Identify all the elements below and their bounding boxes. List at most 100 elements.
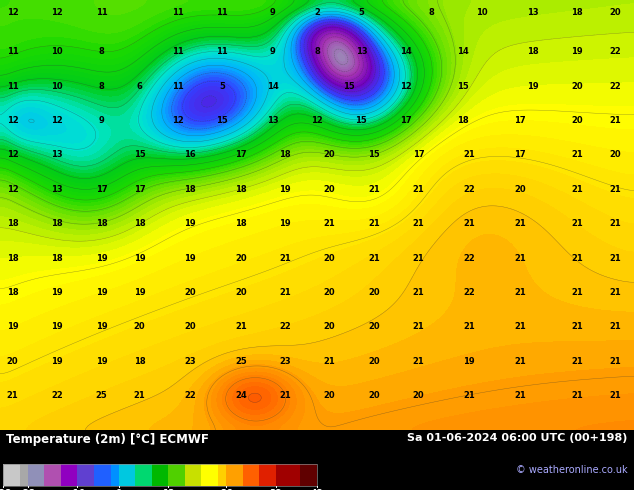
Bar [44, 464, 61, 487]
Text: 18: 18 [7, 288, 18, 297]
Text: 21: 21 [514, 357, 526, 366]
Text: 14: 14 [267, 81, 278, 91]
Text: 11: 11 [172, 8, 183, 18]
Text: 48: 48 [311, 489, 323, 490]
Text: 21: 21 [609, 185, 621, 194]
Text: 8: 8 [98, 47, 105, 56]
Text: 17: 17 [235, 150, 247, 159]
Bar [61, 464, 77, 487]
Bar [243, 464, 259, 487]
Text: 21: 21 [463, 219, 475, 228]
Bar [276, 464, 301, 487]
Bar [152, 464, 169, 487]
Text: 22: 22 [463, 185, 475, 194]
Text: 21: 21 [571, 254, 583, 263]
Text: 22: 22 [463, 288, 475, 297]
Text: 15: 15 [216, 116, 228, 125]
Text: 12: 12 [51, 116, 63, 125]
Bar [119, 464, 135, 487]
Text: 19: 19 [96, 357, 107, 366]
Text: -10: -10 [70, 489, 86, 490]
Text: 13: 13 [51, 150, 63, 159]
Text: 12: 12 [7, 150, 18, 159]
Text: 24: 24 [235, 392, 247, 400]
Text: 21: 21 [235, 322, 247, 331]
Text: 21: 21 [324, 357, 335, 366]
Bar [218, 464, 226, 487]
Text: 18: 18 [7, 219, 18, 228]
Text: 11: 11 [216, 8, 228, 18]
Text: 13: 13 [51, 185, 63, 194]
Text: 11: 11 [7, 81, 18, 91]
Text: 21: 21 [609, 254, 621, 263]
Text: 15: 15 [457, 81, 469, 91]
Text: 9: 9 [269, 47, 276, 56]
Text: 9: 9 [269, 8, 276, 18]
Text: 21: 21 [609, 357, 621, 366]
Text: 9: 9 [98, 116, 105, 125]
Text: 18: 18 [51, 254, 63, 263]
Text: 21: 21 [280, 288, 291, 297]
Text: 21: 21 [413, 322, 424, 331]
Text: 18: 18 [184, 185, 196, 194]
Text: 25: 25 [96, 392, 107, 400]
Text: 12: 12 [162, 489, 174, 490]
Bar [3, 464, 317, 487]
Text: 21: 21 [324, 219, 335, 228]
Text: 21: 21 [413, 288, 424, 297]
Bar [185, 464, 202, 487]
Text: 19: 19 [571, 47, 583, 56]
Text: 19: 19 [7, 322, 18, 331]
Text: Temperature (2m) [°C] ECMWF: Temperature (2m) [°C] ECMWF [6, 433, 209, 446]
Text: 21: 21 [368, 219, 380, 228]
Text: 18: 18 [527, 47, 538, 56]
Text: 18: 18 [235, 185, 247, 194]
Text: 21: 21 [413, 185, 424, 194]
Bar [135, 464, 152, 487]
Text: 21: 21 [7, 392, 18, 400]
Text: 16: 16 [184, 150, 196, 159]
Text: 19: 19 [96, 254, 107, 263]
Text: 38: 38 [269, 489, 282, 490]
Text: 21: 21 [514, 288, 526, 297]
Text: 19: 19 [280, 219, 291, 228]
Bar [301, 464, 317, 487]
Text: 14: 14 [400, 47, 411, 56]
Text: 17: 17 [413, 150, 424, 159]
Text: 19: 19 [184, 219, 196, 228]
Text: 11: 11 [172, 47, 183, 56]
Text: 17: 17 [514, 116, 526, 125]
Text: 22: 22 [280, 322, 291, 331]
Bar [20, 464, 28, 487]
Text: 21: 21 [463, 322, 475, 331]
Text: 26: 26 [220, 489, 233, 490]
Text: 21: 21 [609, 392, 621, 400]
Text: 21: 21 [571, 219, 583, 228]
Text: 20: 20 [324, 254, 335, 263]
Text: 20: 20 [368, 392, 380, 400]
Text: 19: 19 [280, 185, 291, 194]
Bar [28, 464, 44, 487]
Text: 13: 13 [267, 116, 278, 125]
Text: 15: 15 [368, 150, 380, 159]
Bar [110, 464, 119, 487]
Text: 12: 12 [51, 8, 63, 18]
Text: 20: 20 [609, 8, 621, 18]
Text: 22: 22 [609, 81, 621, 91]
Text: 12: 12 [7, 8, 18, 18]
Text: Sa 01-06-2024 06:00 UTC (00+198): Sa 01-06-2024 06:00 UTC (00+198) [407, 433, 628, 443]
Text: 19: 19 [96, 288, 107, 297]
Text: 12: 12 [7, 185, 18, 194]
Text: 20: 20 [235, 288, 247, 297]
Text: 10: 10 [51, 81, 63, 91]
Text: 20: 20 [571, 81, 583, 91]
Text: 22: 22 [609, 47, 621, 56]
Text: 12: 12 [7, 116, 18, 125]
Text: 25: 25 [235, 357, 247, 366]
Text: © weatheronline.co.uk: © weatheronline.co.uk [516, 465, 628, 475]
Text: 18: 18 [235, 219, 247, 228]
Text: 21: 21 [571, 392, 583, 400]
Text: 6: 6 [136, 81, 143, 91]
Text: 21: 21 [280, 392, 291, 400]
Text: 19: 19 [134, 254, 145, 263]
